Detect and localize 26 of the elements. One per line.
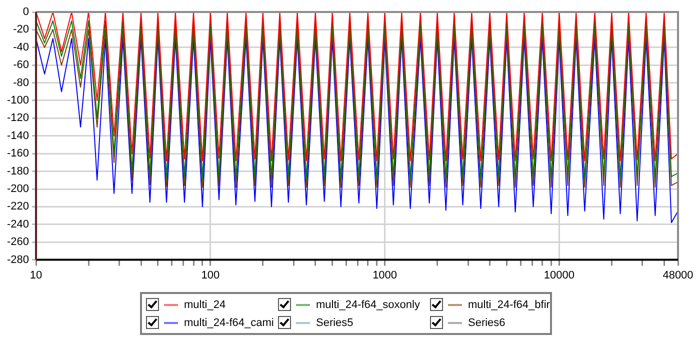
x-tick-label: 100 [201, 269, 220, 282]
legend-label: Series6 [468, 316, 506, 328]
y-tick-label: -60 [13, 59, 30, 72]
y-tick-label: -240 [6, 218, 30, 230]
y-tick-label: -200 [6, 183, 30, 196]
x-tick-label: 48000 [662, 269, 694, 282]
legend-label: multi_24-f64_soxonly [316, 298, 420, 310]
y-tick-label: -280 [6, 254, 30, 266]
y-tick-label: -220 [6, 200, 30, 213]
legend-label: multi_24-f64_cami [184, 316, 274, 328]
x-tick-label: 10000 [544, 269, 574, 282]
legend-label: multi_24 [184, 298, 226, 310]
y-tick-label: -40 [13, 41, 30, 54]
y-tick-label: -80 [13, 76, 30, 89]
y-tick-label: -120 [6, 112, 30, 124]
x-tick-label: 1000 [372, 269, 398, 282]
legend-label: Series5 [316, 316, 354, 328]
y-tick-label: 0 [22, 6, 30, 18]
y-tick-label: -160 [6, 148, 30, 160]
y-tick-label: -180 [6, 165, 30, 178]
y-tick-label: -260 [6, 236, 30, 248]
y-tick-label: -20 [13, 24, 30, 36]
y-tick-label: -100 [6, 94, 30, 107]
x-tick-label: 10 [30, 269, 42, 282]
legend-label: multi_24-f64_bfir [468, 298, 550, 310]
y-tick-label: -140 [6, 130, 30, 142]
